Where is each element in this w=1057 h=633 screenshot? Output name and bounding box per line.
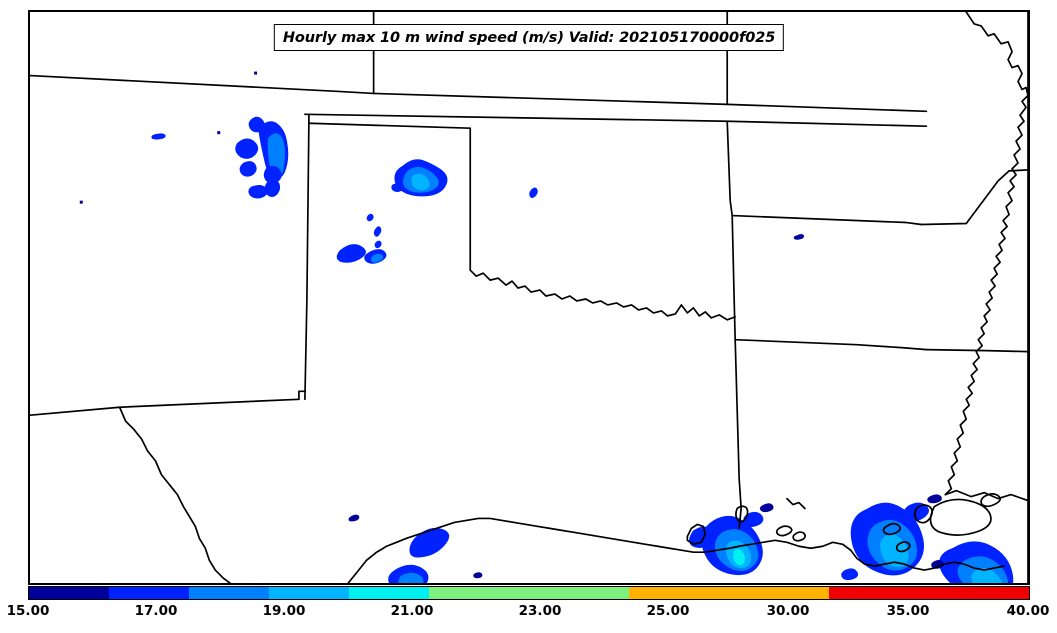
colorbar-tick-25: 25.00 xyxy=(646,603,690,619)
colorbar-tick-15: 15.00 xyxy=(6,603,50,619)
colorbar-band-25-30 xyxy=(429,587,629,599)
contour-band-17-19 xyxy=(841,568,859,581)
colorbar-tick-40: 40.00 xyxy=(1006,603,1050,619)
contour-band-23-25 xyxy=(733,548,745,566)
coastal-island-e xyxy=(980,493,1002,508)
border-kansas-missouri-vertical xyxy=(726,120,734,217)
border-oklahoma-arkansas-vertical xyxy=(731,214,737,341)
contour-band-15-17 xyxy=(931,559,944,569)
colorbar-band-35-40 xyxy=(829,587,1029,599)
contour-band-17-19 xyxy=(373,226,382,237)
contour-group-louisiana-coast-east xyxy=(841,541,1014,583)
contour-band-15-17 xyxy=(254,71,258,75)
contour-band-17-19 xyxy=(366,213,374,222)
colorbar-band-23-25 xyxy=(349,587,429,599)
contour-band-15-17 xyxy=(793,233,805,240)
border-texas-louisiana-vertical xyxy=(734,338,742,530)
colorbar-band-17-19 xyxy=(109,587,189,599)
colorbar-tick-23: 23.00 xyxy=(518,603,562,619)
contour-group-eastern-oklahoma xyxy=(793,233,805,240)
border-colorado-south xyxy=(372,92,928,113)
contour-band-19-21 xyxy=(398,572,424,583)
coastline-texas-gulf xyxy=(347,517,741,583)
map-panel[interactable]: Hourly max 10 m wind speed (m/s) Valid: … xyxy=(28,10,1030,585)
contour-band-21-23 xyxy=(971,568,1003,583)
border-utah-colorado-arizona-newmexico xyxy=(30,74,375,95)
border-texas-oklahoma-red-river xyxy=(469,269,737,321)
coastal-island-a xyxy=(775,525,793,537)
contour-group-central-texas-coast xyxy=(348,514,450,583)
contour-band-17-19 xyxy=(151,133,166,140)
contour-band-17-19 xyxy=(336,244,366,263)
coastal-island-b xyxy=(792,531,807,542)
border-tennessee-mississippi xyxy=(1008,169,1028,172)
colorbar-tick-21: 21.00 xyxy=(390,603,434,619)
contour-band-17-19 xyxy=(239,161,257,177)
contour-band-17-19 xyxy=(263,165,282,184)
contour-band-15-17 xyxy=(217,131,221,135)
contour-band-21-23 xyxy=(411,173,430,191)
border-mississippi-river xyxy=(944,12,1028,496)
river-detail-east-texas xyxy=(786,497,806,510)
contour-band-15-17 xyxy=(927,494,942,504)
border-missouri-arkansas xyxy=(731,214,923,226)
coastline-galveston-bay xyxy=(686,523,707,546)
wind-speed-contour-layer xyxy=(79,71,1014,583)
geography-outline-layer xyxy=(30,12,1028,583)
coastline-louisiana xyxy=(738,539,1005,571)
contour-band-17-19 xyxy=(409,527,450,558)
border-kansas-oklahoma xyxy=(304,113,928,128)
contour-band-17-19 xyxy=(689,526,716,549)
colorbar-band-21-23 xyxy=(269,587,349,599)
colorbar-tick-30: 30.00 xyxy=(766,603,810,619)
lake-sabine xyxy=(735,505,749,523)
contour-band-15-17 xyxy=(759,503,774,513)
contour-band-17-19 xyxy=(743,511,764,527)
border-texas-mexico-rio-grande xyxy=(118,406,232,583)
border-new-mexico-texas-vertical xyxy=(304,122,310,401)
contour-band-15-17 xyxy=(473,572,483,579)
colorbar-band-19-21 xyxy=(189,587,269,599)
colorbar-tick-labels: 15.00 17.00 19.00 21.00 23.00 25.00 30.0… xyxy=(0,603,1057,627)
border-arkansas-louisiana xyxy=(734,338,928,351)
colorbar[interactable] xyxy=(28,586,1030,600)
map-canvas[interactable] xyxy=(30,12,1028,583)
contour-group-eastern-new-mexico-streaks xyxy=(336,213,387,264)
colorbar-tick-17: 17.00 xyxy=(134,603,178,619)
contour-band-17-19 xyxy=(248,185,268,199)
colorbar-band-15-17 xyxy=(29,587,109,599)
coastal-island-c xyxy=(882,522,901,536)
colorbar-band-30-35 xyxy=(629,587,829,599)
map-title-text: Hourly max 10 m wind speed (m/s) Valid: … xyxy=(282,30,776,46)
border-louisiana-mississippi xyxy=(925,348,1028,353)
contour-group-central-oklahoma xyxy=(529,187,538,198)
contour-band-15-17 xyxy=(79,200,83,204)
map-title-box: Hourly max 10 m wind speed (m/s) Valid: … xyxy=(273,24,785,51)
lake-pontchartrain xyxy=(929,498,992,536)
border-mississippi-coast xyxy=(944,489,1028,502)
contour-band-15-17 xyxy=(348,514,360,522)
contour-band-17-19 xyxy=(391,183,404,192)
contour-group-upper-texas-coast xyxy=(473,503,774,579)
colorbar-tick-19: 19.00 xyxy=(262,603,306,619)
contour-band-19-21 xyxy=(370,253,384,263)
contour-group-northern-new-mexico xyxy=(79,71,289,204)
border-new-mexico-south xyxy=(30,398,300,417)
contour-band-17-19 xyxy=(264,179,281,197)
contour-band-17-19 xyxy=(529,187,538,198)
border-mississippi-north xyxy=(920,170,1010,226)
contour-band-17-19 xyxy=(235,138,259,159)
border-oklahoma-panhandle-south xyxy=(308,122,472,272)
coastal-island-d xyxy=(895,541,911,553)
contour-group-louisiana-coast-west xyxy=(850,494,942,576)
contour-band-17-19 xyxy=(374,240,382,249)
colorbar-tick-35: 35.00 xyxy=(886,603,930,619)
lake-maurepas xyxy=(914,504,933,524)
border-texas-west-step xyxy=(298,390,306,401)
contour-group-texas-panhandle xyxy=(391,159,448,197)
